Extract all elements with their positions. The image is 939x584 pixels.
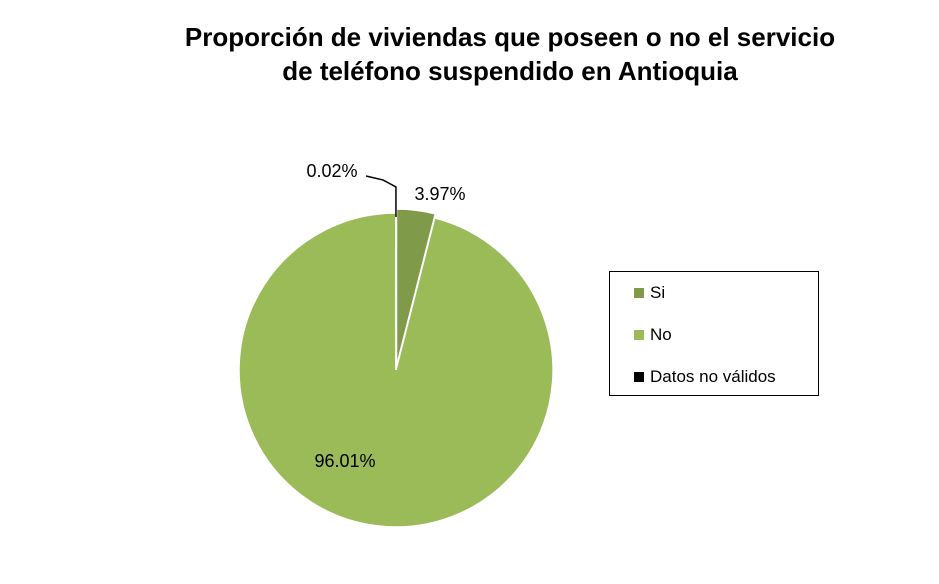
chart-title: Proporción de viviendas que poseen o no … — [110, 20, 910, 88]
data-label-no: 96.01% — [314, 451, 375, 471]
legend-label-datos-no-validos: Datos no válidos — [650, 367, 776, 386]
chart-title-line-2: de teléfono suspendido en Antioquia — [282, 56, 738, 86]
chart-title-line-1: Proporción de viviendas que poseen o no … — [184, 22, 836, 52]
chart-legend: Si No Datos no válidos — [609, 271, 819, 396]
data-label-si: 3.97% — [414, 184, 465, 204]
legend-swatch-datos-no-validos — [634, 372, 644, 382]
legend-item-no: No — [634, 325, 672, 345]
legend-item-si: Si — [634, 283, 665, 303]
data-label-datos-no-validos: 0.02% — [306, 161, 357, 181]
legend-swatch-no — [634, 330, 644, 340]
legend-swatch-si — [634, 288, 644, 298]
legend-item-datos-no-validos: Datos no válidos — [634, 367, 776, 387]
data-label-leader-line — [365, 175, 397, 217]
legend-label-si: Si — [650, 283, 666, 302]
legend-label-no: No — [650, 325, 672, 344]
